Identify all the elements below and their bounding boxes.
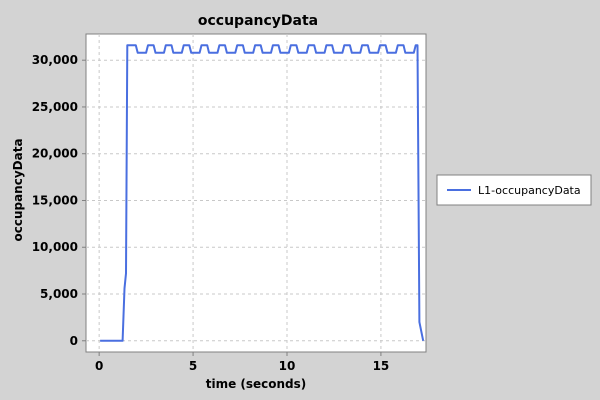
y-tick-label: 20,000: [32, 147, 78, 161]
legend: L1-occupancyData: [436, 174, 592, 206]
plot-area: [85, 33, 427, 353]
series-layer: [100, 44, 425, 342]
x-tick-label: 0: [95, 359, 103, 373]
y-axis-label: occupancyData: [11, 138, 25, 241]
y-tick-label: 5,000: [40, 287, 78, 301]
y-tick-label: 0: [70, 334, 78, 348]
y-tick-label: 10,000: [32, 240, 78, 254]
x-tick-label: 10: [279, 359, 296, 373]
x-axis: 0 5 10 15: [95, 352, 389, 373]
x-tick-label: 15: [373, 359, 390, 373]
x-axis-label: time (seconds): [206, 377, 307, 391]
y-axis: 0 5,000 10,000 15,000 20,000 25,000 30,000: [32, 53, 86, 348]
y-tick-label: 30,000: [32, 53, 78, 67]
y-tick-label: 15,000: [32, 193, 78, 207]
legend-label: L1-occupancyData: [478, 184, 581, 197]
grid: [86, 34, 426, 352]
series-line-0: [100, 44, 425, 342]
x-tick-label: 5: [189, 359, 197, 373]
y-tick-label: 25,000: [32, 100, 78, 114]
chart-title: occupancyData: [198, 13, 318, 29]
